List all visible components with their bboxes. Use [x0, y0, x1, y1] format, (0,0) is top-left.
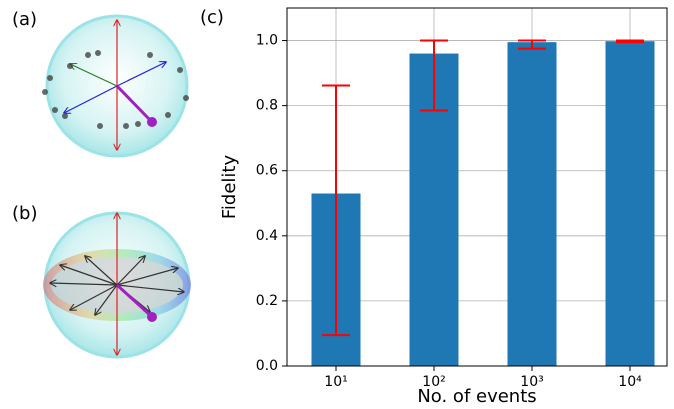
y-tick-label: 1.0 — [256, 33, 278, 49]
y-tick-label: 0.0 — [256, 358, 278, 374]
panel-label: (b) — [12, 203, 37, 224]
y-tick-label: 0.4 — [256, 228, 278, 244]
panel-label: (a) — [12, 9, 37, 30]
bloch-sphere-a — [42, 16, 189, 156]
bar — [508, 42, 557, 366]
figure: (a) (b) (c) 0.00.20.40.60.81.010¹10² — [0, 0, 674, 409]
bar — [606, 41, 655, 366]
panel-label: (c) — [200, 7, 224, 28]
y-tick-label: 0.8 — [256, 98, 278, 114]
bloch-sphere-b — [45, 213, 189, 357]
y-tick-label: 0.6 — [256, 163, 278, 179]
y-axis-label: Fidelity — [219, 155, 240, 220]
x-axis-label: No. of events — [417, 386, 536, 407]
x-tick-label: 10⁴ — [618, 374, 642, 390]
x-tick-label: 10¹ — [324, 374, 347, 390]
y-tick-label: 0.2 — [256, 293, 278, 309]
